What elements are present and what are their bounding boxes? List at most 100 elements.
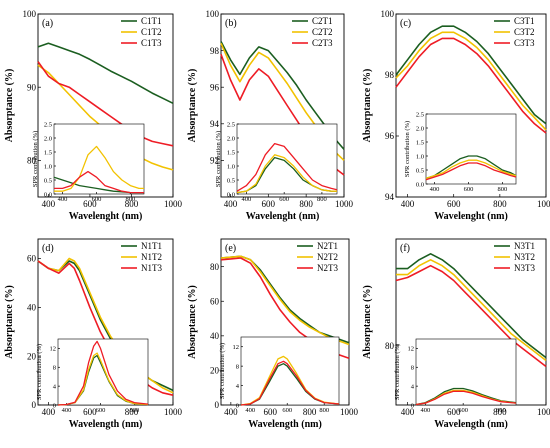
series-line-c2t1 <box>220 41 345 150</box>
x-axis-label: Wavelenght (nm) <box>246 211 320 222</box>
series-line-c3t2 <box>395 31 547 131</box>
y-tick-label: 0 <box>32 400 37 410</box>
y-tick-label: 100 <box>206 9 220 19</box>
legend-entry: C3T3 <box>514 38 535 48</box>
inset-y-axis-label: SPR contribution (%) <box>32 131 39 187</box>
series-line-c1t3 <box>37 61 174 147</box>
y-tick-label: 100 <box>23 9 37 19</box>
y-tick-label: 2.5 <box>44 121 52 128</box>
series-line-n3t1 <box>415 387 517 406</box>
series-line-c3t2 <box>425 159 517 180</box>
inset-y-axis-label: SPR contribution (%) <box>404 121 411 177</box>
x-tick-label: 400 <box>401 407 415 417</box>
legend-entry: C3T2 <box>514 27 535 37</box>
x-tick-label: 800 <box>130 407 140 414</box>
x-tick-label: 800 <box>125 407 139 417</box>
x-tick-label: 600 <box>464 186 474 193</box>
y-tick-label: 0 <box>236 402 239 409</box>
inset-frame <box>415 338 517 406</box>
y-tick-label: 0.5 <box>227 177 235 184</box>
legend-entry: N3T3 <box>514 263 535 273</box>
y-tick-label: 90 <box>27 82 37 92</box>
y-tick-label: 94 <box>385 192 395 202</box>
x-tick-label: 1000 <box>537 199 550 209</box>
x-tick-label: 800 <box>125 199 139 209</box>
inset-y-axis-label: SPR contribution (%) <box>219 343 226 399</box>
series-line-c3t3 <box>395 37 547 134</box>
series-line-n1t2 <box>37 257 174 394</box>
inset-y-axis-label: SPR contribution (%) <box>36 344 43 400</box>
y-axis-label: Absorptance (%) <box>187 285 198 359</box>
legend-entry: N2T1 <box>317 241 338 251</box>
inset-frame <box>53 123 145 195</box>
y-tick-label: 80 <box>210 262 220 272</box>
panel-b: 400 600 800 1000 92 94 96 98 100 (b) Wavelenght (n… <box>187 9 354 222</box>
y-tick-label: 1.0 <box>227 163 235 170</box>
y-tick-label: 60 <box>27 254 37 264</box>
x-axis-label: Wavelength (nm) <box>69 419 143 430</box>
y-tick-label: 2.5 <box>227 121 235 128</box>
y-tick-label: 96 <box>210 82 220 92</box>
x-tick-label: 800 <box>299 199 313 209</box>
y-tick-label: 12 <box>408 346 415 353</box>
inset-chart: 400 600 800 0.0 0.5 1.0 1.5 2.0 2.5 SPR contribut… <box>215 121 338 203</box>
y-tick-label: 94 <box>210 119 220 129</box>
x-tick-label: 800 <box>493 407 507 417</box>
legend-entry: N3T1 <box>514 241 535 251</box>
y-tick-label: 12 <box>50 346 57 353</box>
y-tick-label: 40 <box>210 331 220 341</box>
y-tick-label: 0.0 <box>416 181 424 188</box>
x-tick-label: 400 <box>42 199 56 209</box>
y-tick-label: 20 <box>210 366 220 376</box>
inset-frame <box>240 336 340 406</box>
legend-entry: N2T3 <box>317 263 338 273</box>
series-line-n3t3 <box>395 264 547 368</box>
x-tick-label: 400 <box>224 199 238 209</box>
y-tick-label: 80 <box>385 341 395 351</box>
series-line-n3t2 <box>396 258 547 362</box>
series-line-c2t3 <box>236 142 338 192</box>
y-axis-label: Absorptance (%) <box>362 285 373 359</box>
y-tick-label: 0 <box>53 402 56 409</box>
series-line-c2t2 <box>236 154 337 194</box>
legend-entry: C3T1 <box>514 16 535 26</box>
x-axis-label: Wavelength (nm) <box>434 419 508 430</box>
x-tick-label: 600 <box>263 407 277 417</box>
y-axis-label: Absorptance (%) <box>4 69 15 143</box>
x-axis-label: Wavelenght (nm) <box>69 211 143 222</box>
y-tick-label: 8 <box>236 363 239 370</box>
legend-entry: C2T3 <box>312 38 333 48</box>
panel-label: (d) <box>42 243 54 254</box>
y-tick-label: 0.0 <box>227 191 235 198</box>
inset-y-axis-label: SPR contribution (%) <box>394 344 401 400</box>
series-line-c3t1 <box>425 155 517 180</box>
y-tick-label: 1.0 <box>416 153 424 160</box>
series-line-c3t1 <box>395 25 547 125</box>
y-tick-label: 0 <box>215 400 220 410</box>
x-tick-label: 1000 <box>340 407 359 417</box>
panel-label: (b) <box>225 18 237 29</box>
inset-frame <box>236 123 338 195</box>
legend-entry: N3T2 <box>514 252 535 262</box>
y-tick-label: 12 <box>233 344 240 351</box>
series-line-c1t3 <box>54 170 144 194</box>
y-tick-label: 60 <box>210 296 220 306</box>
series-line-n1t3 <box>37 260 174 396</box>
inset-y-axis-label: SPR contribution (%) <box>215 131 222 187</box>
legend-entry: C2T1 <box>312 16 333 26</box>
x-tick-label: 800 <box>303 407 317 417</box>
inset-chart: 400 600 800 0 4 8 12 SPR contribution (%) <box>219 336 340 414</box>
x-tick-label: 400 <box>421 407 431 414</box>
legend-entry: C1T1 <box>141 16 162 26</box>
panel-label: (f) <box>400 243 410 254</box>
y-tick-label: 1.5 <box>416 139 424 146</box>
x-axis-label: Wavelenght (nm) <box>434 211 508 222</box>
x-tick-label: 400 <box>42 407 56 417</box>
y-tick-label: 100 <box>381 9 395 19</box>
x-tick-label: 600 <box>447 199 461 209</box>
x-tick-label: 600 <box>83 199 97 209</box>
x-tick-label: 400 <box>62 407 72 414</box>
